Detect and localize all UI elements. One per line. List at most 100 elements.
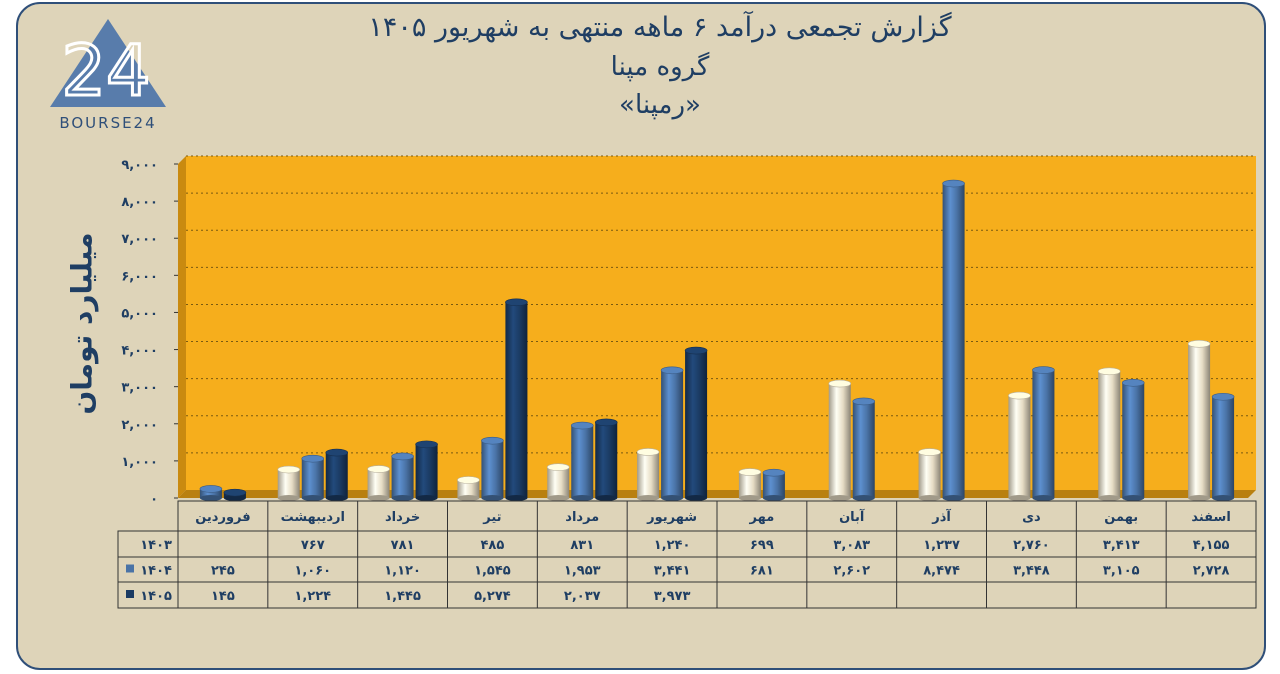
bar-top — [594, 418, 618, 427]
bar-base — [199, 495, 222, 501]
data-label: ۶۹۹ — [750, 538, 774, 553]
bar-top — [738, 468, 762, 476]
bar-۱۴۰۴-شهریور — [661, 370, 684, 498]
y-tick-label: ۳,۰۰۰ — [121, 381, 158, 396]
category-label: اسفند — [1191, 510, 1230, 525]
bar-۱۴۰۴-آبان — [852, 401, 875, 498]
data-label: ۱,۹۵۳ — [564, 564, 601, 579]
bar-base — [223, 495, 246, 501]
bar-top — [684, 346, 708, 355]
data-label: ۳,۴۴۱ — [654, 564, 691, 579]
bar-۱۴۰۴-بهمن — [1122, 382, 1145, 498]
data-label: ۳,۹۷۳ — [654, 589, 691, 604]
bar-۱۴۰۳-اسفند — [1188, 343, 1211, 498]
data-label: ۱,۲۴۰ — [654, 538, 691, 553]
bar-۱۴۰۴-خرداد — [391, 456, 414, 498]
data-label: ۱,۰۶۰ — [294, 564, 331, 579]
data-label: ۱,۲۳۷ — [923, 538, 960, 553]
bar-base — [1008, 495, 1031, 501]
bar-base — [367, 495, 390, 501]
bar-۱۴۰۴-اسفند — [1212, 396, 1235, 498]
data-label: ۲,۶۰۲ — [833, 564, 870, 579]
svg-text:24: 24 — [61, 30, 150, 112]
bar-base — [1188, 495, 1211, 501]
bar-base — [301, 495, 324, 501]
bar-base — [828, 495, 851, 501]
bar-base — [277, 495, 300, 501]
plot-floor — [178, 490, 1256, 498]
bar-base — [1122, 495, 1145, 501]
data-label: ۶۸۱ — [750, 564, 774, 579]
bar-top — [457, 476, 480, 484]
bar-۱۴۰۳-آذر — [918, 452, 941, 498]
category-label: بهمن — [1104, 510, 1138, 525]
chart-title: گزارش تجمعی درآمد ۶ ماهه منتهی به شهریور… — [368, 12, 952, 43]
bar-base — [1032, 495, 1055, 501]
data-label: ۷۸۱ — [391, 538, 415, 553]
bar-top — [1121, 378, 1145, 387]
y-tick-label: ۲,۰۰۰ — [121, 418, 158, 433]
bar-۱۴۰۳-خرداد — [367, 469, 390, 498]
category-label: خرداد — [385, 510, 420, 525]
bar-top — [1008, 391, 1031, 400]
plot-side-wall — [178, 156, 186, 498]
data-label: ۲,۷۶۰ — [1013, 538, 1050, 553]
bar-۱۴۰۴-اردیبهشت — [301, 458, 324, 498]
bar-base — [762, 495, 785, 501]
bar-۱۴۰۳-مرداد — [547, 467, 570, 498]
bar-base — [415, 495, 438, 501]
data-label: ۱۴۵ — [211, 589, 235, 604]
bar-base — [685, 495, 708, 501]
data-label: ۲,۰۳۷ — [564, 589, 601, 604]
bar-۱۴۰۴-دی — [1032, 370, 1055, 498]
bar-base — [918, 495, 941, 501]
bar-base — [1098, 495, 1121, 501]
bar-base — [637, 495, 660, 501]
y-tick-label: ۰ — [150, 492, 158, 507]
y-tick-label: ۸,۰۰۰ — [121, 195, 158, 210]
bar-top — [223, 488, 247, 497]
category-label: آذر — [931, 508, 951, 525]
bar-top — [918, 448, 941, 456]
data-label: ۳,۱۰۵ — [1103, 564, 1140, 579]
data-label: ۲۴۵ — [211, 564, 235, 579]
category-label: تیر — [482, 510, 501, 525]
bar-top — [481, 436, 504, 445]
y-tick-label: ۴,۰۰۰ — [121, 344, 158, 359]
bar-base — [595, 495, 618, 501]
bar-top — [1032, 366, 1055, 374]
bar-۱۴۰۴-فروردین — [199, 488, 222, 498]
category-label: شهریور — [646, 510, 697, 525]
bar-۱۴۰۳-بهمن — [1098, 371, 1121, 498]
bar-top — [660, 366, 684, 375]
bar-۱۴۰۵-شهریور — [685, 350, 708, 498]
plot-background — [186, 156, 1256, 490]
bar-top — [505, 298, 528, 307]
data-label: ۵,۲۷۴ — [474, 589, 511, 604]
data-label: ۱,۱۲۰ — [384, 564, 421, 579]
legend-series-label: ۱۴۰۵ — [140, 589, 172, 604]
data-label: ۷۶۷ — [301, 538, 325, 553]
bar-۱۴۰۳-اردیبهشت — [277, 469, 300, 498]
data-label: ۴۸۵ — [481, 538, 505, 553]
bar-۱۴۰۴-تیر — [481, 440, 504, 498]
bar-۱۴۰۵-اردیبهشت — [325, 452, 348, 498]
chart-subtitle-company: گروه مپنا — [610, 52, 710, 82]
category-label: مرداد — [565, 510, 599, 525]
bar-top — [1211, 392, 1235, 401]
bar-base — [505, 495, 528, 501]
bar-top — [546, 463, 570, 471]
bar-۱۴۰۵-مرداد — [595, 422, 618, 498]
bar-top — [942, 179, 965, 188]
bar-base — [1212, 495, 1235, 501]
bar-base — [325, 495, 348, 501]
legend-series-label: ۱۴۰۴ — [140, 564, 172, 579]
bar-top — [852, 397, 876, 406]
bar-top — [636, 448, 660, 456]
bar-top — [391, 452, 414, 461]
data-label: ۳,۴۴۸ — [1013, 564, 1050, 579]
bar-base — [942, 495, 965, 501]
bar-۱۴۰۵-تیر — [505, 302, 528, 498]
bar-base — [738, 495, 761, 501]
